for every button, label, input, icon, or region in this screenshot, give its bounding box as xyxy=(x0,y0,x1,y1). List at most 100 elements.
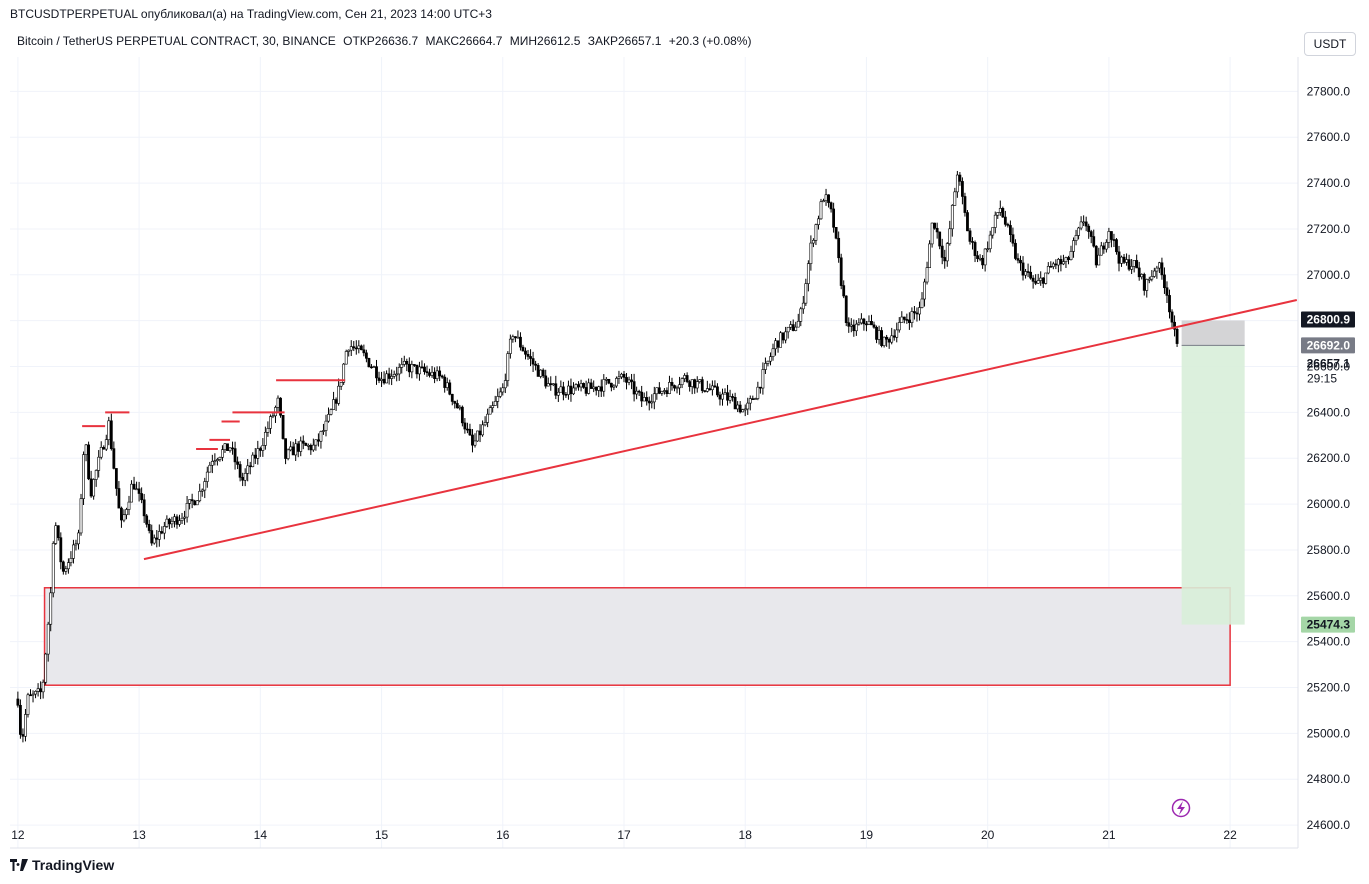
candle-body xyxy=(1003,216,1007,225)
candle-body xyxy=(870,321,873,326)
candle-body xyxy=(804,283,808,304)
candle-body xyxy=(41,681,45,693)
candle-body xyxy=(690,379,694,387)
position-stop-area[interactable] xyxy=(1181,320,1245,346)
candle-body xyxy=(72,544,75,559)
x-tick-label: 16 xyxy=(496,828,510,842)
candle-body xyxy=(114,468,118,489)
candle-body xyxy=(309,445,313,451)
candle-body xyxy=(433,371,436,379)
currency-button[interactable]: USDT xyxy=(1304,32,1356,56)
candle-body xyxy=(377,377,381,381)
candle-body xyxy=(902,316,906,320)
candle-body xyxy=(453,401,457,404)
candle-body xyxy=(97,456,101,471)
position-target-area[interactable] xyxy=(1181,345,1245,625)
candle-body xyxy=(907,319,911,323)
candle-body xyxy=(1046,266,1050,274)
candle-body xyxy=(572,387,575,395)
candle-body xyxy=(1160,262,1164,276)
candle-body xyxy=(615,378,618,387)
candle-body xyxy=(243,473,247,481)
candle-body xyxy=(597,386,601,391)
candle-body xyxy=(647,400,651,404)
candle-body xyxy=(339,382,343,387)
candle-body xyxy=(506,353,510,381)
candle-body xyxy=(632,381,636,395)
candle-body xyxy=(317,439,320,442)
candle-body xyxy=(534,363,538,366)
candle-body xyxy=(137,488,141,494)
tradingview-footer[interactable]: TradingView xyxy=(10,857,114,873)
candle-body xyxy=(1125,259,1128,263)
candle-body xyxy=(200,489,204,492)
candle-body xyxy=(1024,271,1027,276)
support-trendline[interactable] xyxy=(143,299,1298,561)
candle-body xyxy=(887,338,891,343)
candle-body xyxy=(617,376,621,379)
candle-body xyxy=(753,398,757,400)
candle-body xyxy=(933,222,937,229)
candle-body xyxy=(56,525,60,538)
candle-body xyxy=(996,212,1000,216)
candle-body xyxy=(486,413,490,423)
y-tick-label: 24800.0 xyxy=(1307,772,1351,786)
candle-body xyxy=(842,285,846,297)
candle-body xyxy=(609,382,613,388)
candle-body xyxy=(930,222,934,245)
candle-body xyxy=(890,335,894,343)
candle-body xyxy=(503,380,507,389)
candle-body xyxy=(289,446,293,451)
candle-body xyxy=(152,537,156,544)
candle-body xyxy=(405,361,409,365)
candle-body xyxy=(799,308,803,322)
candle-body xyxy=(695,381,699,389)
candle-body xyxy=(147,523,151,531)
candle-body xyxy=(418,366,421,375)
candle-body xyxy=(87,444,90,480)
candle-body xyxy=(39,688,43,693)
candle-body xyxy=(168,518,171,525)
candle-body xyxy=(703,390,707,392)
candle-body xyxy=(1155,267,1159,272)
candle-body xyxy=(440,375,444,378)
publication-caption: BTCUSDTPERPETUAL опубликовал(а) на Tradi… xyxy=(10,7,492,21)
candle-body xyxy=(483,422,487,426)
lightning-icon-ring xyxy=(1171,798,1191,818)
candle-body xyxy=(412,364,416,366)
candlestick-series xyxy=(16,170,1179,743)
candle-body xyxy=(713,385,717,388)
y-tick-label: 27800.0 xyxy=(1307,84,1351,98)
candle-body xyxy=(1072,240,1075,252)
candle-body xyxy=(849,324,853,327)
candle-body xyxy=(410,364,414,373)
candle-body xyxy=(458,406,462,409)
y-tick-label: 25600.0 xyxy=(1307,589,1351,603)
candle-body xyxy=(481,424,484,436)
candle-body xyxy=(493,401,497,406)
candle-body xyxy=(945,243,949,262)
candle-body xyxy=(352,346,356,349)
candle-body xyxy=(385,373,389,384)
candle-body xyxy=(125,509,128,516)
symbol-title[interactable]: Bitcoin / TetherUS PERPETUAL CONTRACT, 3… xyxy=(17,34,336,48)
candle-body xyxy=(228,447,232,452)
y-tick-label: 26200.0 xyxy=(1307,451,1351,465)
candle-body xyxy=(34,691,37,695)
candle-body xyxy=(1092,236,1096,247)
candle-body xyxy=(59,537,63,563)
candle-body xyxy=(993,214,997,228)
candle-body xyxy=(26,694,30,715)
candle-body xyxy=(771,348,775,357)
candle-body xyxy=(971,241,974,243)
candle-body xyxy=(44,653,48,683)
lightning-icon[interactable] xyxy=(1171,798,1191,818)
candle-body xyxy=(471,434,474,446)
candle-body xyxy=(1135,260,1139,269)
candle-body xyxy=(1069,251,1073,261)
candle-body xyxy=(923,281,926,300)
candle-body xyxy=(488,407,492,415)
demand-zone[interactable] xyxy=(43,587,1231,686)
candle-body xyxy=(718,394,722,400)
